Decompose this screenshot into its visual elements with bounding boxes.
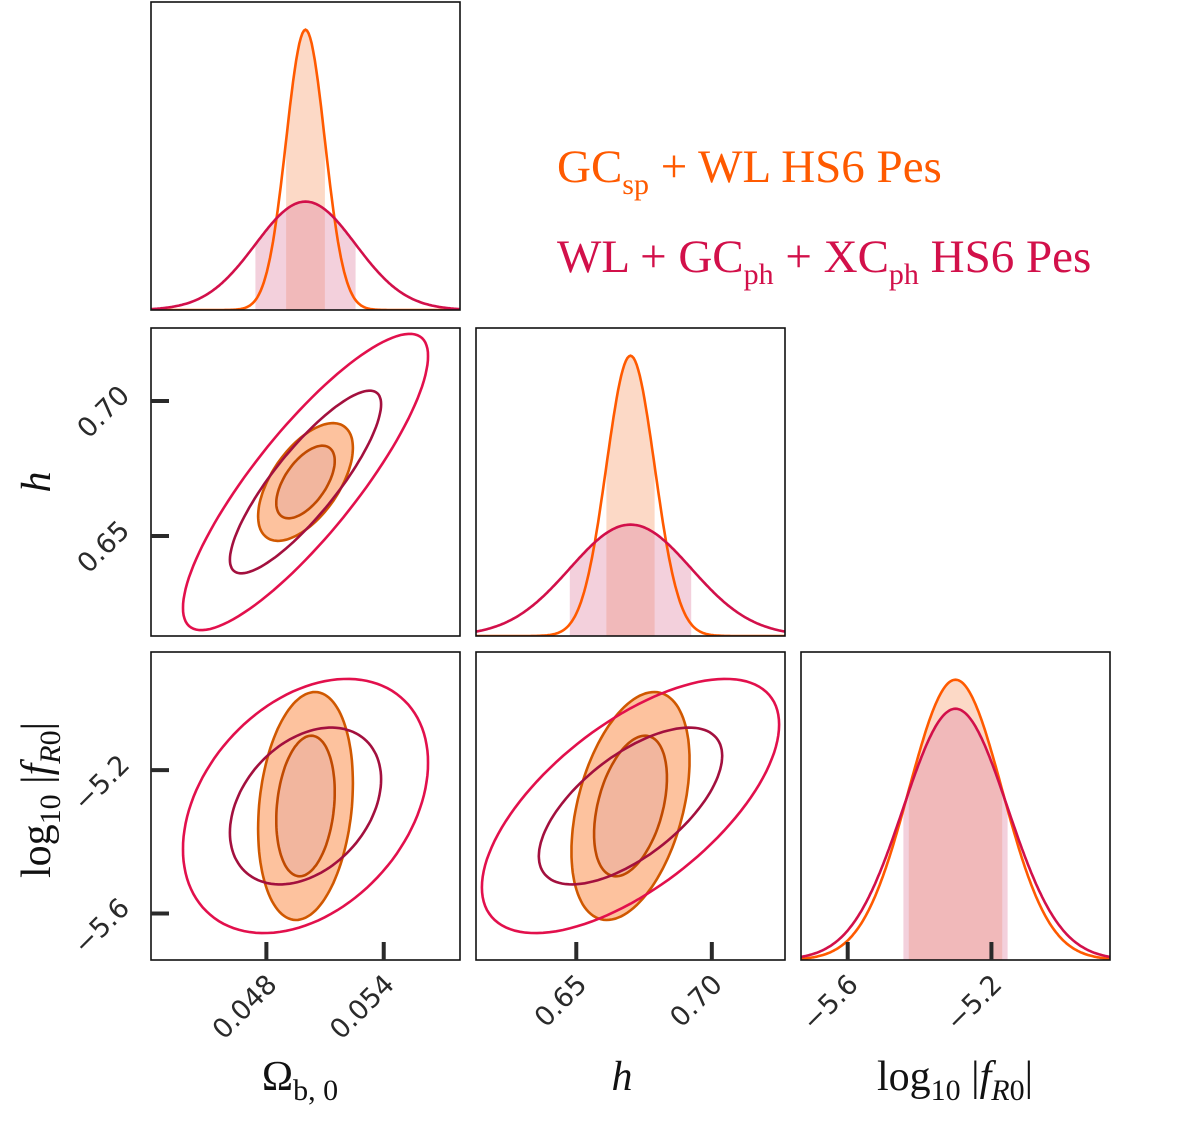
label-part: | [1025, 1054, 1033, 1100]
diagonal-panel-2 [800, 651, 1111, 961]
posterior-curve-series-1 [801, 707, 1110, 959]
label-part: GC [557, 141, 622, 193]
y-axis-label-1: h [14, 472, 60, 493]
credible-band-series-1 [255, 201, 356, 310]
diagonal-panel-0 [150, 1, 461, 311]
panel-frame [150, 1, 461, 311]
contour-panel-1-0 [150, 327, 461, 637]
label-part: h [14, 472, 60, 493]
contour-panel-2-1 [475, 651, 786, 961]
subscript: 0 [34, 730, 67, 745]
x-tick-label: −5.6 [796, 969, 864, 1037]
ticks: 0.048 0.054 0.65 0.70 −5.6 −5.2 0.65 0.70 −5.6 −5… [68, 380, 1009, 1046]
posterior-curve-series-0 [801, 678, 1110, 960]
x-tick-label: 0.054 [324, 969, 401, 1046]
posterior-curve-series-0 [151, 28, 460, 310]
y-tick-label: −5.6 [68, 892, 136, 960]
subscript: ph [744, 258, 774, 291]
contour-95-series-1 [480, 677, 781, 935]
subscript: 10 [34, 794, 67, 824]
panel-frame [475, 651, 786, 961]
contour-68-series-0 [275, 734, 336, 878]
contour-68-series-1 [228, 726, 383, 886]
posterior-curve-series-0 [476, 354, 785, 636]
subscript: sp [622, 168, 649, 201]
diagonal-panel-1 [475, 327, 786, 637]
label-part: + XC [774, 231, 889, 283]
subscript: 10 [931, 1074, 961, 1107]
credible-band-series-0 [286, 29, 325, 310]
credible-band-series-0 [908, 679, 1003, 960]
y-tick-label: −5.2 [68, 749, 136, 817]
contour-95-series-1 [181, 677, 430, 935]
subscript: b, 0 [293, 1074, 338, 1107]
subscript: 0 [1010, 1074, 1025, 1107]
label-part: + WL HS6 Pes [649, 141, 942, 193]
contour-panel-2-0 [150, 651, 461, 961]
x-tick-label: 0.048 [207, 969, 284, 1046]
x-tick-label: −5.2 [940, 969, 1008, 1037]
y-tick-label: 0.65 [72, 515, 136, 579]
label-part: h [612, 1054, 633, 1100]
label-part: | [961, 1054, 980, 1100]
label-part: | [14, 775, 60, 794]
contour-68-series-1 [537, 726, 724, 886]
label-part: log [14, 824, 60, 878]
contour-95-series-1 [181, 332, 430, 632]
panel-frame [150, 651, 461, 961]
panel-frame [150, 327, 461, 637]
credible-band-series-1 [569, 524, 692, 636]
x-tick-label: 0.65 [529, 969, 593, 1033]
x-axis-label-0: Ωb, 0 [262, 1054, 338, 1107]
x-tick-label: 0.70 [664, 969, 728, 1033]
x-axis-label-2: log10 |fR0| [877, 1054, 1033, 1107]
legend-entry-1: WL + GCph + XCph HS6 Pes [557, 231, 1091, 291]
label-part: WL + GC [557, 231, 744, 283]
posterior-curve-series-1 [476, 523, 785, 633]
credible-band-series-1 [903, 708, 1008, 960]
label-part: HS6 Pes [919, 231, 1091, 283]
contour-68-series-1 [228, 389, 383, 575]
subscript: R [34, 745, 67, 764]
y-axis-label-2: log10 |fR0| [14, 722, 67, 878]
panel-frame [800, 651, 1111, 961]
subscript: R [990, 1074, 1009, 1107]
posterior-curve-series-1 [151, 200, 460, 310]
label-part: | [14, 722, 60, 730]
credible-band-series-0 [606, 355, 655, 636]
subscript: ph [889, 258, 919, 291]
x-axis-label-1: h [612, 1054, 633, 1100]
y-tick-label: 0.70 [72, 380, 136, 444]
panel-frame [475, 327, 786, 637]
axis-labels: Ωb, 0 h log10 |fR0| h log10 |fR0| [14, 472, 1033, 1108]
panels [150, 1, 1111, 961]
label-part: log [877, 1054, 931, 1100]
legend-entry-0: GCsp + WL HS6 Pes [557, 141, 942, 201]
label-part: Ω [262, 1054, 293, 1100]
contour-68-series-0 [275, 444, 336, 520]
